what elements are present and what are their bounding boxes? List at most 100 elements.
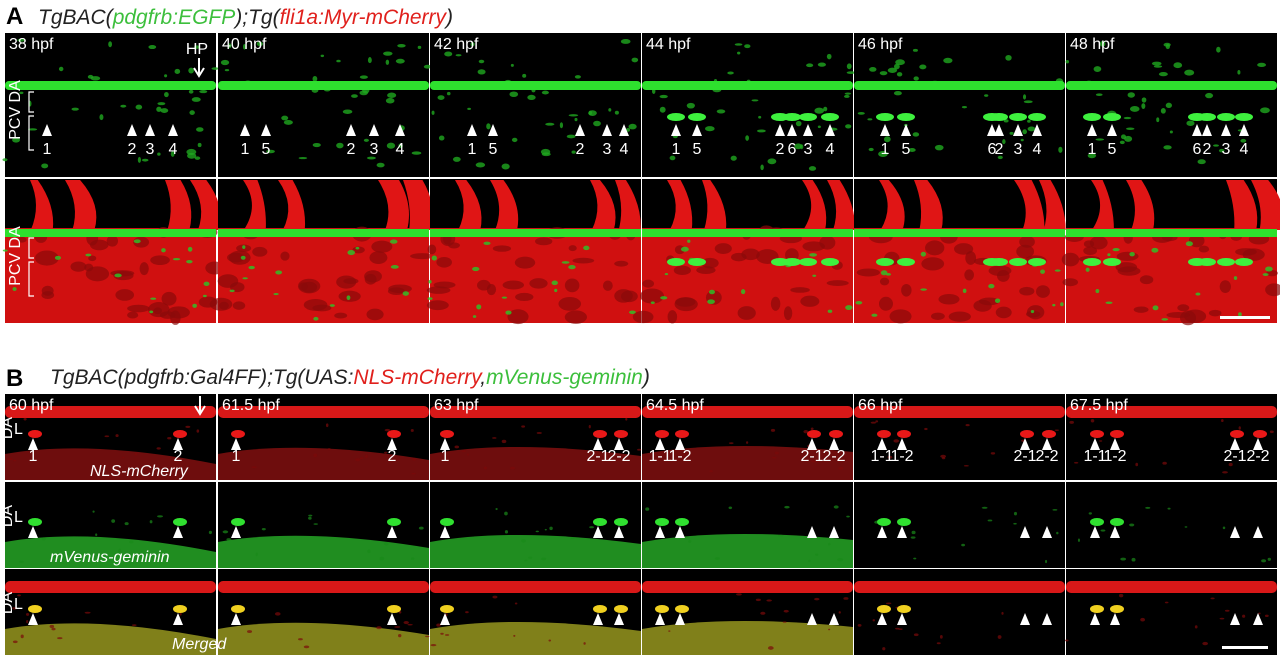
label: 3 xyxy=(804,141,813,158)
signal xyxy=(795,120,802,127)
signal xyxy=(342,109,353,114)
vessel-signal xyxy=(1066,81,1277,90)
signal xyxy=(252,246,268,257)
label: L xyxy=(14,596,23,613)
signal xyxy=(1152,305,1159,311)
signal xyxy=(281,115,289,121)
vessel-signal xyxy=(590,180,616,230)
panel-title: TgBAC(pdgfrb:Gal4FF);Tg(UAS:NLS-mCherry,… xyxy=(50,366,650,389)
signal xyxy=(1237,69,1241,75)
signal xyxy=(802,241,825,252)
signal xyxy=(1184,69,1195,76)
signal xyxy=(247,630,253,633)
signal xyxy=(826,53,832,60)
signal xyxy=(133,239,141,244)
signal xyxy=(283,120,293,125)
signal xyxy=(390,265,399,269)
arrowhead xyxy=(575,124,585,136)
signal xyxy=(115,434,119,438)
arrowhead xyxy=(168,124,178,136)
signal xyxy=(255,552,258,557)
label: 2-1 xyxy=(1013,448,1036,465)
signal xyxy=(472,315,477,318)
label: 63 hpf xyxy=(434,397,479,414)
signal xyxy=(1099,40,1106,47)
arrowhead xyxy=(1230,613,1240,625)
signal xyxy=(1100,529,1106,532)
cell-signal xyxy=(990,113,1008,121)
signal xyxy=(846,71,856,75)
signal xyxy=(665,452,669,454)
title-part: pdgfrb:EGFP xyxy=(112,6,236,29)
cell-signal xyxy=(897,113,915,121)
vessel-signal xyxy=(5,229,216,237)
signal xyxy=(962,288,967,293)
signal xyxy=(1233,276,1238,280)
cell-signal xyxy=(1217,258,1235,266)
cell-signal xyxy=(1198,113,1216,121)
signal xyxy=(736,593,742,596)
signal xyxy=(161,248,166,253)
signal xyxy=(17,594,21,597)
title-part: );Tg( xyxy=(232,6,281,29)
signal xyxy=(527,94,536,101)
signal xyxy=(756,129,766,133)
signal xyxy=(760,611,766,615)
signal xyxy=(1129,252,1135,257)
image-frame xyxy=(854,482,1065,568)
arrowhead xyxy=(1202,124,1212,136)
cell-signal xyxy=(593,430,607,438)
signal xyxy=(188,89,194,94)
label: 1 xyxy=(468,141,477,158)
signal xyxy=(568,264,576,270)
bracket xyxy=(28,237,34,297)
label: 5 xyxy=(902,141,911,158)
arrowhead xyxy=(994,124,1004,136)
signal xyxy=(939,635,943,639)
signal xyxy=(436,256,452,268)
signal xyxy=(365,454,368,459)
arrowhead xyxy=(593,613,603,625)
title-part: TgBAC(pdgfrb:Gal4FF);Tg(UAS: xyxy=(50,366,353,389)
signal xyxy=(716,109,726,114)
signal xyxy=(522,73,527,78)
signal xyxy=(880,270,888,276)
signal xyxy=(783,609,789,613)
signal xyxy=(845,124,852,129)
signal xyxy=(730,155,737,161)
signal xyxy=(312,142,321,148)
signal xyxy=(812,274,817,277)
signal xyxy=(620,39,631,44)
signal xyxy=(495,508,498,511)
signal xyxy=(371,240,393,253)
signal xyxy=(879,277,890,286)
signal xyxy=(886,602,892,605)
signal xyxy=(1027,126,1036,132)
signal xyxy=(504,530,509,534)
cell-signal xyxy=(1083,113,1101,121)
signal xyxy=(819,235,836,250)
cell-signal xyxy=(799,113,817,121)
arrowhead xyxy=(467,124,477,136)
signal xyxy=(461,450,466,452)
signal xyxy=(88,255,97,262)
signal xyxy=(511,137,518,143)
signal xyxy=(492,245,512,252)
signal xyxy=(746,441,749,444)
signal xyxy=(833,505,839,509)
signal xyxy=(1016,244,1035,259)
label: L xyxy=(14,421,23,438)
vessel-signal xyxy=(854,81,1065,90)
signal xyxy=(570,537,575,539)
vessel-signal xyxy=(65,180,97,230)
signal xyxy=(501,439,507,444)
signal xyxy=(160,108,169,113)
signal xyxy=(1089,236,1108,250)
image-frame xyxy=(642,33,853,177)
signal xyxy=(767,646,774,650)
cell-signal xyxy=(688,258,706,266)
tissue-signal xyxy=(642,620,853,655)
cell-signal xyxy=(614,605,628,613)
signal xyxy=(150,255,170,265)
signal xyxy=(1139,275,1154,285)
